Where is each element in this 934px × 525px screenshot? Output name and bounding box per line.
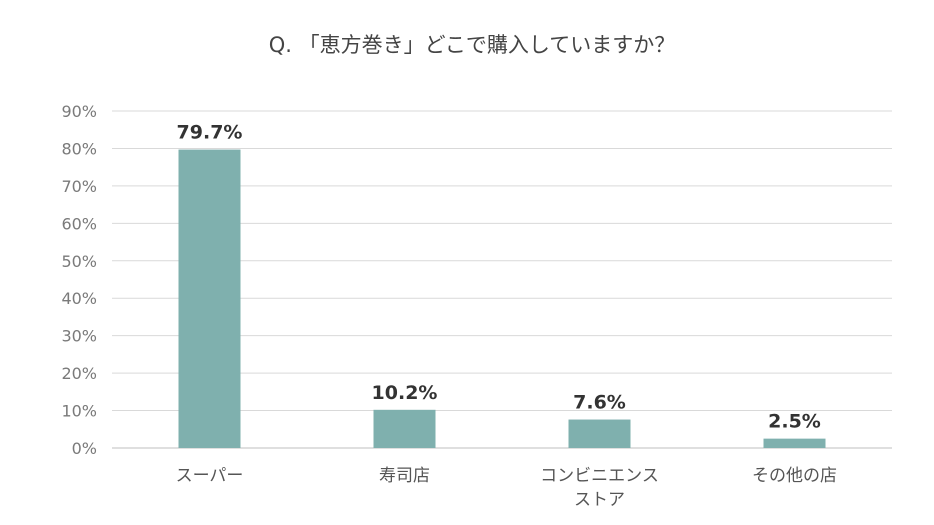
y-tick-label: 90% — [61, 102, 97, 121]
y-tick-label: 80% — [61, 139, 97, 158]
chart-title: Q. 「恵方巻き」どこで購入していますか？ — [269, 33, 676, 57]
x-tick-label: スーパー — [176, 466, 244, 486]
bars — [178, 149, 826, 448]
y-tick-label: 70% — [61, 177, 97, 196]
y-tick-label: 0% — [72, 439, 97, 458]
y-tick-label: 30% — [61, 327, 97, 346]
data-label: 2.5% — [768, 411, 821, 433]
bar — [178, 149, 241, 448]
x-tick-label: ストア — [574, 490, 625, 510]
y-axis-tick-labels: 0% 10% 20% 30% 40% 50% 60% 70% 80% 90% — [61, 102, 97, 458]
bar — [763, 438, 826, 448]
x-tick-label: 寿司店 — [379, 466, 430, 486]
bar — [373, 409, 436, 448]
y-tick-label: 40% — [61, 289, 97, 308]
y-tick-label: 20% — [61, 364, 97, 383]
x-tick-label: コンビニエンス — [540, 466, 659, 486]
x-tick-label: その他の店 — [752, 466, 837, 486]
data-labels: 79.7% 10.2% 7.6% 2.5% — [177, 122, 821, 433]
y-tick-label: 10% — [61, 402, 97, 421]
gridlines — [112, 110, 892, 449]
y-tick-label: 50% — [61, 252, 97, 271]
data-label: 7.6% — [573, 392, 626, 414]
data-label: 10.2% — [372, 382, 438, 404]
bar — [568, 419, 631, 448]
y-tick-label: 60% — [61, 214, 97, 233]
data-label: 79.7% — [177, 122, 243, 144]
